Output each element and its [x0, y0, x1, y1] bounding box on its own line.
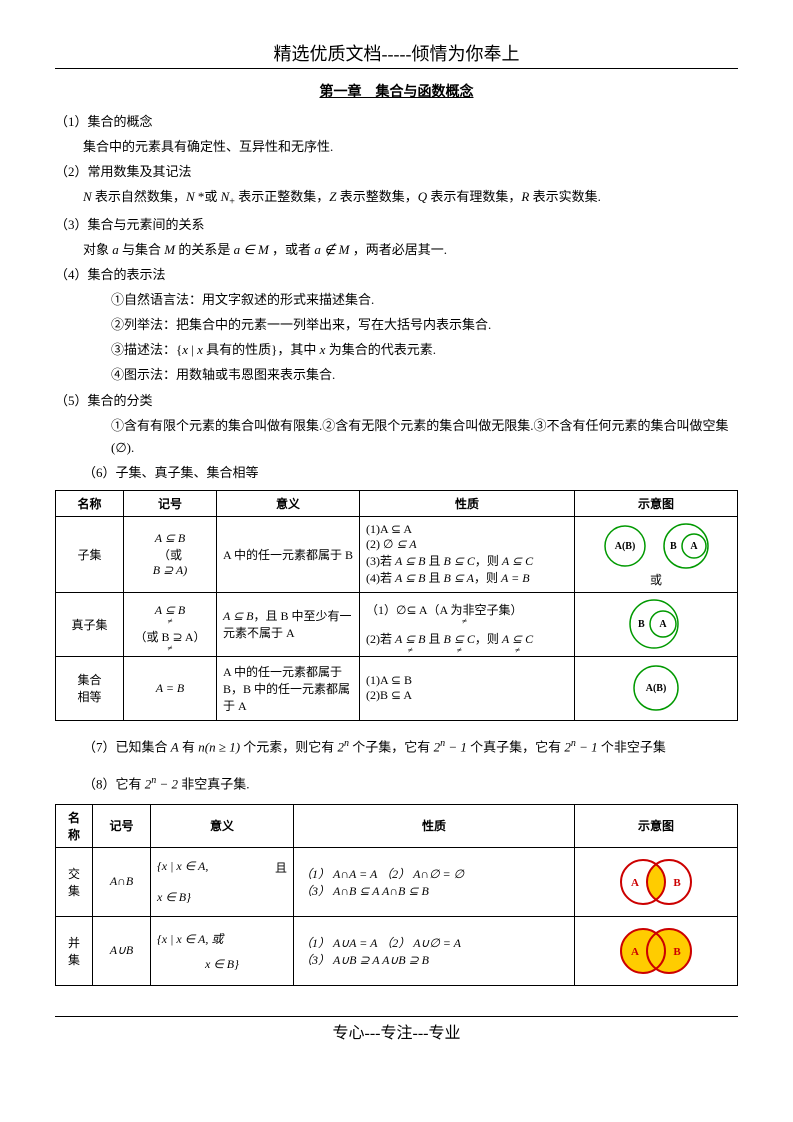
t1-h5: 示意图	[575, 490, 738, 516]
t1-r1-mean: A 中的任一元素都属于 B	[217, 516, 360, 592]
sec2-text: N 表示自然数集，N *或 N+ 表示正整数集，Z 表示整数集，Q 表示有理数集…	[83, 186, 738, 211]
t2-h2: 记号	[93, 804, 151, 847]
t1-r1-name: 子集	[56, 516, 124, 592]
venn-equal-icon: A(B)	[621, 661, 691, 716]
t2-h1: 名称	[56, 804, 93, 847]
t1-r2-mean: A ⊆ B，且 B 中至少有一元素不属于 A	[217, 592, 360, 656]
t1-r3-name: 集合相等	[56, 656, 124, 720]
t1-h3: 意义	[217, 490, 360, 516]
svg-text:A: A	[631, 946, 639, 958]
t1-r2-diagram: B A	[575, 592, 738, 656]
venn-intersection-icon: A B	[601, 852, 711, 912]
svg-text:A: A	[690, 541, 698, 552]
t2-r2-diagram: A B	[575, 916, 738, 985]
t1-r2-sym: A ⊆ B （或 B ⊇ A）	[124, 592, 217, 656]
venn-ab-equal-icon: A(B)	[595, 521, 655, 571]
sec8-text: （8）它有 2n − 2 非空真子集.	[83, 772, 738, 795]
t2-h4: 性质	[294, 804, 575, 847]
svg-text:B: B	[673, 877, 681, 889]
page-footer: 专心---专注---专业	[55, 1016, 738, 1043]
sec4-2: ②列举法：把集合中的元素一一列举出来，写在大括号内表示集合.	[111, 314, 738, 336]
t2-r1-mean: {x | x ∈ A, 且 x ∈ B}	[151, 847, 294, 916]
t1-r1-props: (1)A ⊆ A (2) ∅ ⊆ A (3)若 A ⊆ B 且 B ⊆ C，则 …	[360, 516, 575, 592]
sec4-1: ①自然语言法：用文字叙述的形式来描述集合.	[111, 289, 738, 311]
sec4-3: ③描述法：{x | x 具有的性质}，其中 x 为集合的代表元素.	[111, 339, 738, 361]
t2-r2-name: 并集	[56, 916, 93, 985]
t1-r1-sym: A ⊆ B （或 B ⊇ A)	[124, 516, 217, 592]
t2-r1-name: 交集	[56, 847, 93, 916]
table-subsets: 名称 记号 意义 性质 示意图 子集 A ⊆ B （或 B ⊇ A) A 中的任…	[55, 490, 738, 721]
sec1-text: 集合中的元素具有确定性、互异性和无序性.	[83, 136, 738, 158]
sec7-text: （7）已知集合 A 有 n(n ≥ 1) 个元素，则它有 2n 个子集，它有 2…	[83, 735, 738, 758]
t2-h5: 示意图	[575, 804, 738, 847]
table-operations: 名称 记号 意义 性质 示意图 交集 A∩B {x | x ∈ A, 且 x ∈…	[55, 804, 738, 986]
sec1-label: （1）集合的概念	[55, 111, 738, 133]
t1-r1-diagram: A(B) B A 或	[575, 516, 738, 592]
t1-r2-props: （1）∅ ⊆ A（A 为非空子集） (2)若 A ⊆ B 且 B ⊆ C，则 A…	[360, 592, 575, 656]
svg-text:A(B): A(B)	[614, 541, 635, 552]
t1-r3-mean: A 中的任一元素都属于 B，B 中的任一元素都属于 A	[217, 656, 360, 720]
sec5-label: （5）集合的分类	[55, 390, 738, 412]
t1-h1: 名称	[56, 490, 124, 516]
sec4-4: ④图示法：用数轴或韦恩图来表示集合.	[111, 364, 738, 386]
t1-h2: 记号	[124, 490, 217, 516]
t2-r2-props: （1） A∪A = A （2） A∪∅ = A （3） A∪B ⊇ A A∪B …	[294, 916, 575, 985]
t2-h3: 意义	[151, 804, 294, 847]
svg-text:B: B	[670, 541, 677, 552]
sec3-label: （3）集合与元素间的关系	[55, 214, 738, 236]
t1-r3-sym: A = B	[124, 656, 217, 720]
sec6-label: （6）子集、真子集、集合相等	[83, 462, 738, 484]
svg-text:A: A	[631, 877, 639, 889]
sec3-text: 对象 a 与集合 M 的关系是 a ∈ M ，或者 a ∉ M ，两者必居其一.	[83, 239, 738, 261]
t1-r2-name: 真子集	[56, 592, 124, 656]
t1-r3-diagram: A(B)	[575, 656, 738, 720]
sec2-label: （2）常用数集及其记法	[55, 161, 738, 183]
venn-proper-subset-icon: B A	[616, 597, 696, 652]
page-header: 精选优质文档-----倾情为你奉上	[55, 40, 738, 69]
t2-r1-diagram: A B	[575, 847, 738, 916]
venn-union-icon: A B	[601, 921, 711, 981]
svg-text:B: B	[638, 619, 645, 630]
chapter-title: 第一章 集合与函数概念	[55, 81, 738, 101]
svg-text:A(B): A(B)	[646, 683, 667, 694]
t2-r2-mean: {x | x ∈ A, 或 x ∈ B}	[151, 916, 294, 985]
t2-r1-props: （1） A∩A = A （2） A∩∅ = ∅ （3） A∩B ⊆ A A∩B …	[294, 847, 575, 916]
t2-r2-sym: A∪B	[93, 916, 151, 985]
t2-r1-sym: A∩B	[93, 847, 151, 916]
t1-h4: 性质	[360, 490, 575, 516]
sec5-text: ①含有有限个元素的集合叫做有限集.②含有无限个元素的集合叫做无限集.③不含有任何…	[111, 415, 738, 459]
svg-text:A: A	[659, 619, 667, 630]
t1-r3-props: (1)A ⊆ B (2)B ⊆ A	[360, 656, 575, 720]
svg-text:B: B	[673, 946, 681, 958]
sec4-label: （4）集合的表示法	[55, 264, 738, 286]
venn-a-in-b-icon: B A	[658, 521, 718, 571]
